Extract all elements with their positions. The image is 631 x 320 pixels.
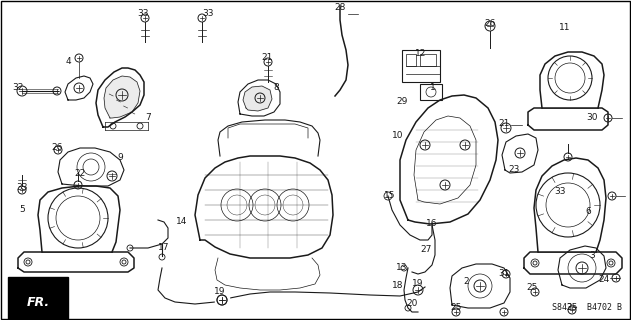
- Text: 17: 17: [158, 244, 170, 252]
- Text: 8: 8: [273, 84, 279, 92]
- Bar: [406, 54, 416, 66]
- Bar: [420, 84, 442, 100]
- Text: 33: 33: [554, 188, 566, 196]
- Text: 3: 3: [589, 252, 595, 260]
- Text: 29: 29: [396, 98, 408, 107]
- Text: 5: 5: [19, 205, 25, 214]
- Text: 15: 15: [384, 191, 396, 201]
- Text: 20: 20: [406, 300, 418, 308]
- Text: 19: 19: [412, 279, 424, 289]
- Bar: [420, 54, 436, 66]
- Text: 22: 22: [74, 170, 86, 179]
- Text: 26: 26: [485, 20, 496, 28]
- Text: 6: 6: [585, 207, 591, 217]
- Text: 14: 14: [176, 218, 187, 227]
- Text: 9: 9: [117, 154, 123, 163]
- Text: FR.: FR.: [27, 295, 50, 308]
- Polygon shape: [104, 76, 140, 118]
- Text: 21: 21: [498, 119, 510, 129]
- Text: 27: 27: [420, 245, 432, 254]
- Text: 7: 7: [145, 114, 151, 123]
- Text: 21: 21: [261, 53, 273, 62]
- Text: 25: 25: [451, 303, 462, 313]
- Bar: [402, 50, 440, 82]
- Text: 30: 30: [586, 114, 598, 123]
- Text: 26: 26: [51, 143, 62, 153]
- Text: S843–  B4702 B: S843– B4702 B: [552, 303, 622, 313]
- Text: 33: 33: [138, 10, 149, 19]
- Text: 2: 2: [463, 277, 469, 286]
- Polygon shape: [243, 86, 272, 111]
- Text: 4: 4: [65, 58, 71, 67]
- Text: 33: 33: [16, 183, 28, 193]
- Text: 18: 18: [392, 282, 404, 291]
- Text: 16: 16: [427, 220, 438, 228]
- Text: 25: 25: [526, 284, 538, 292]
- Polygon shape: [215, 295, 229, 305]
- Text: 24: 24: [598, 276, 610, 284]
- Text: FR.: FR.: [27, 295, 50, 308]
- Text: 28: 28: [334, 4, 346, 12]
- Text: 12: 12: [415, 50, 427, 59]
- Text: 19: 19: [215, 287, 226, 297]
- Text: 11: 11: [559, 23, 571, 33]
- Text: 31: 31: [498, 269, 510, 278]
- Text: 25: 25: [566, 303, 578, 313]
- Text: 1: 1: [430, 84, 436, 92]
- Text: 32: 32: [13, 84, 24, 92]
- Text: 10: 10: [392, 132, 404, 140]
- Text: 23: 23: [509, 165, 520, 174]
- Text: 33: 33: [203, 10, 214, 19]
- Text: 13: 13: [396, 263, 408, 273]
